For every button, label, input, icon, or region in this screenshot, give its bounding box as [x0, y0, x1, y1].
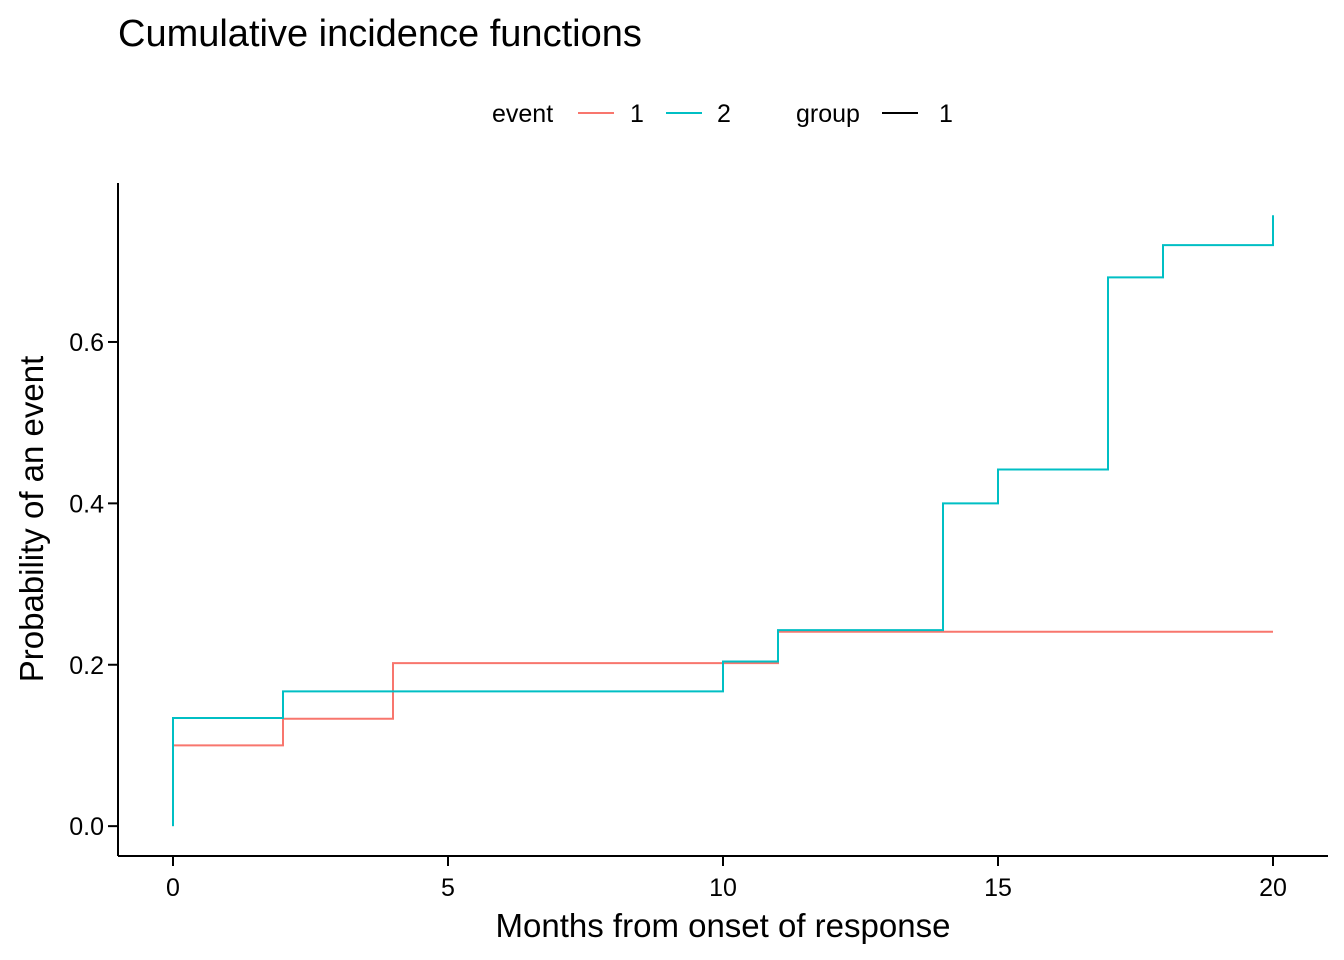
x-tick-label-2: 10 — [709, 874, 737, 902]
y-tick-label-1: 0.2 — [69, 652, 104, 680]
x-tick-label-0: 0 — [166, 874, 180, 902]
y-tick-label-3: 0.6 — [69, 329, 104, 357]
series-line-event-1 — [172, 630, 1273, 827]
x-tick-label-4: 20 — [1259, 874, 1287, 902]
y-tick-label-2: 0.4 — [69, 490, 104, 518]
legend-label-event-1: 1 — [630, 100, 644, 128]
legend-label-group-1: 1 — [939, 100, 953, 128]
y-tick-label-0: 0.0 — [69, 813, 104, 841]
x-ticks: 0 5 10 15 20 — [166, 856, 1287, 902]
chart-title: Cumulative incidence functions — [118, 13, 642, 55]
series-layer — [172, 215, 1274, 827]
legend-label-event-2: 2 — [717, 100, 731, 128]
y-ticks: 0.0 0.2 0.4 0.6 — [69, 329, 118, 841]
x-axis-title: Months from onset of response — [496, 907, 951, 944]
legend-title-group: group — [796, 100, 860, 128]
legend: event 1 2 group 1 — [492, 100, 953, 128]
y-axis-title: Probability of an event — [13, 356, 50, 683]
x-tick-label-1: 5 — [441, 874, 455, 902]
x-tick-label-3: 15 — [984, 874, 1012, 902]
series-line-event-2 — [172, 215, 1274, 827]
legend-title-event: event — [492, 100, 553, 128]
